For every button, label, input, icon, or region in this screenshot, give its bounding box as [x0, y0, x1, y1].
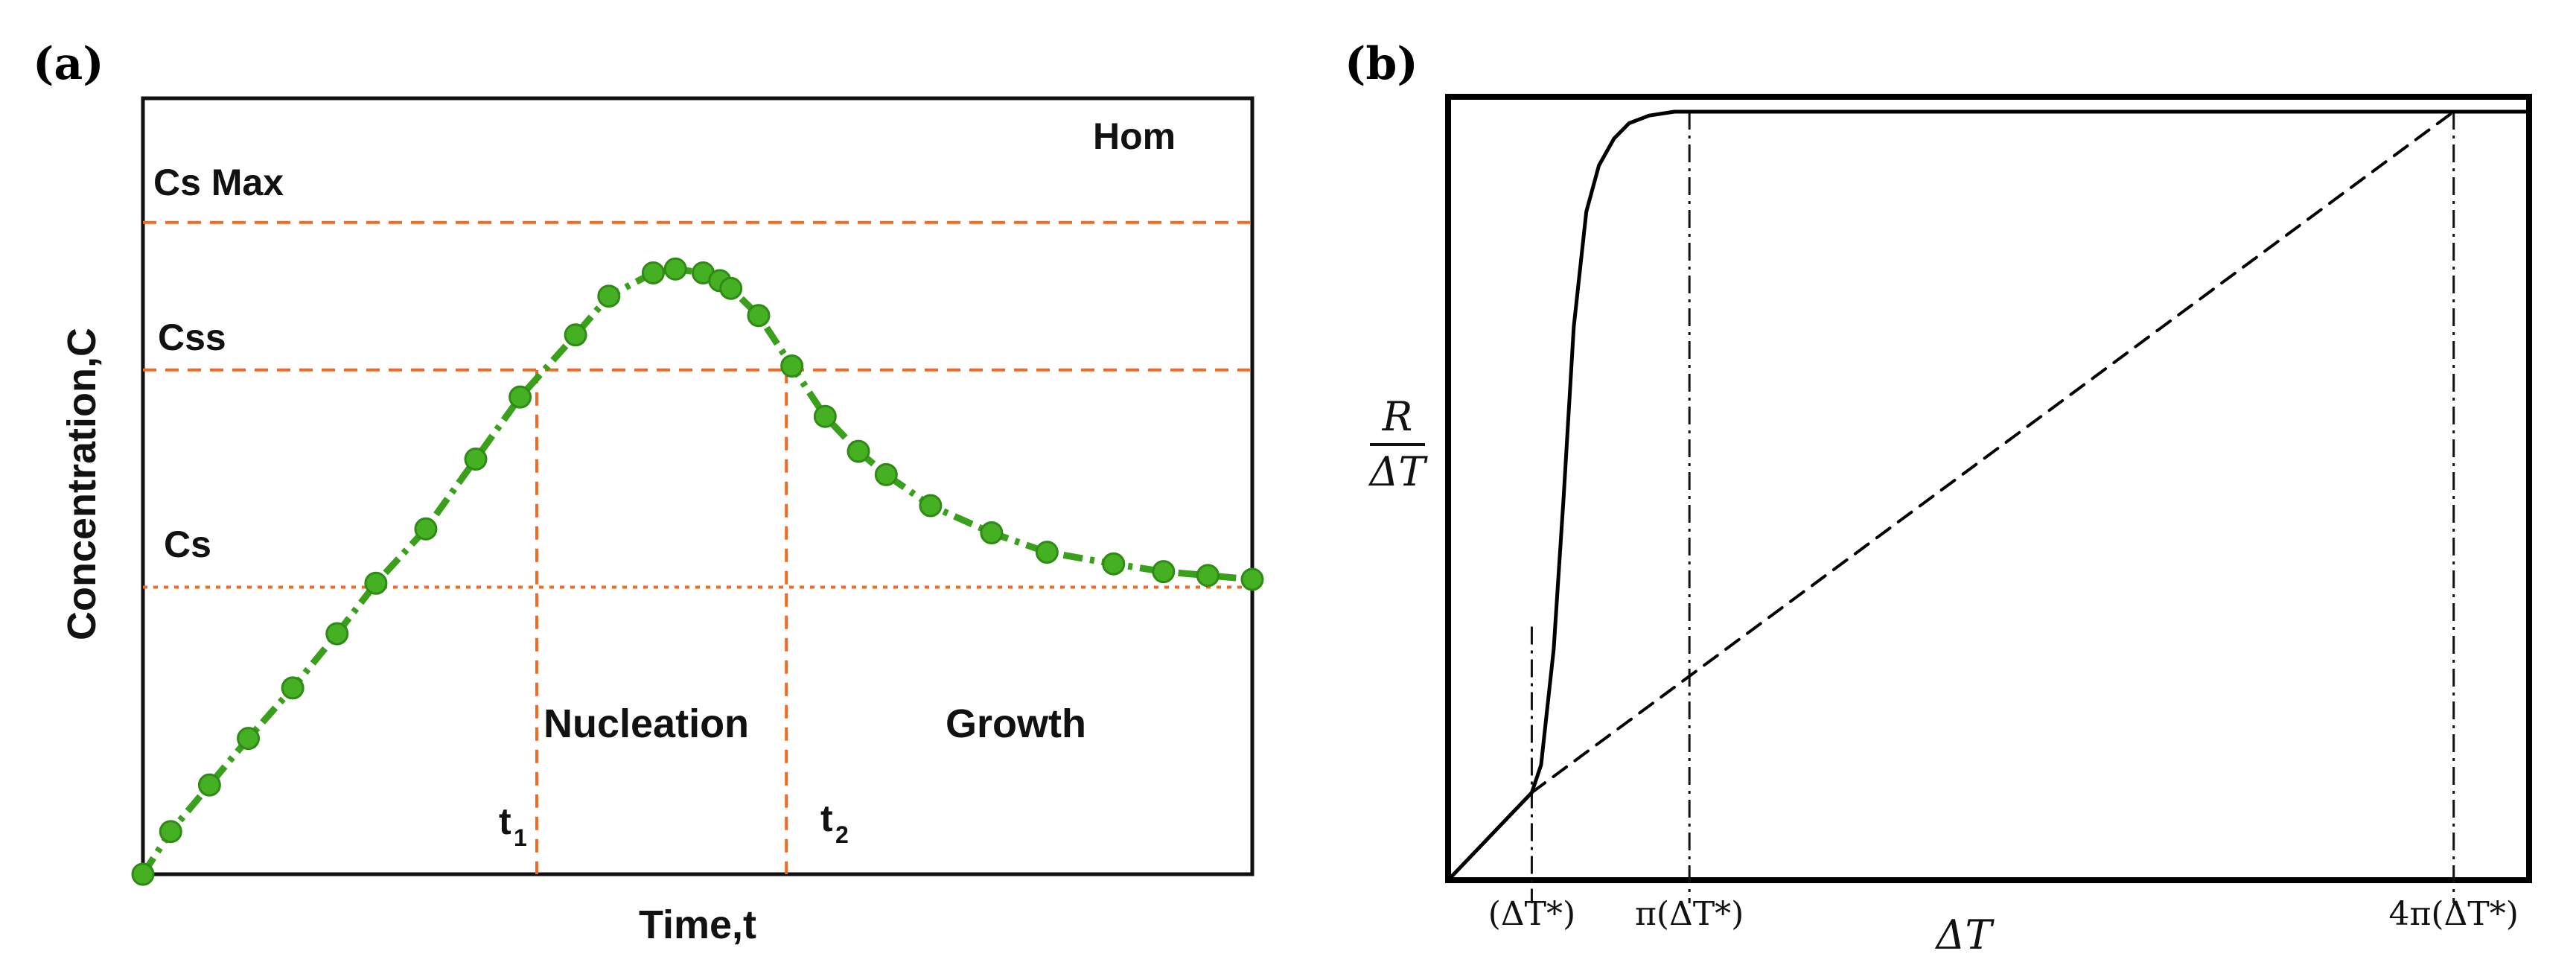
data-point	[237, 727, 261, 751]
y-label-numerator: R	[1382, 393, 1413, 440]
data-point	[663, 257, 687, 281]
y-axis-title: Concentration,C	[60, 328, 104, 640]
data-point	[131, 862, 155, 886]
t1-base: t	[499, 800, 511, 842]
vertical-markers	[1530, 112, 2455, 903]
x-axis-title: ΔT	[1934, 911, 1995, 958]
data-point	[597, 284, 621, 308]
plot-b-frame	[1445, 94, 2532, 883]
data-point	[564, 323, 587, 347]
data-point	[414, 517, 438, 541]
data-point	[325, 622, 349, 646]
data-point	[1152, 560, 1176, 584]
t2-label: t 2	[820, 798, 849, 848]
data-point	[1102, 552, 1126, 576]
plot-a-frame	[141, 96, 1254, 876]
data-point	[464, 448, 488, 471]
data-point	[1240, 567, 1264, 591]
data-point	[159, 820, 182, 844]
data-point	[874, 462, 898, 486]
concentration-series	[131, 257, 1264, 886]
data-point	[747, 304, 771, 328]
panel-b: (b) (ΔT*) π(ΔT*) 4π(ΔT*) R ΔT ΔT	[1345, 38, 2532, 958]
y-label-denominator: ΔT	[1368, 448, 1428, 495]
t1-sub: 1	[514, 824, 527, 851]
t2-sub: 2	[835, 821, 849, 848]
t2-base: t	[820, 798, 833, 839]
data-point	[780, 354, 804, 378]
data-point	[281, 676, 305, 700]
rate-series	[1446, 109, 2531, 882]
data-point	[641, 261, 665, 284]
y-axis-title: R ΔT	[1368, 393, 1428, 495]
series-line-solid-curve	[1446, 109, 2531, 882]
panel-b-label: (b)	[1345, 38, 1418, 90]
x-tick-label: π(ΔT*)	[1635, 895, 1744, 933]
hom-annotation: Hom	[1093, 115, 1176, 157]
data-point	[980, 521, 1004, 545]
data-point	[919, 494, 943, 518]
nucleation-annotation: Nucleation	[543, 701, 749, 746]
data-point	[197, 773, 221, 797]
vertical-markers	[535, 369, 788, 874]
x-tick-label: 4π(ΔT*)	[2389, 895, 2519, 933]
ref-label-css: Css	[158, 316, 226, 358]
data-point	[364, 571, 388, 595]
ref-label-cs-max: Cs Max	[153, 162, 284, 203]
x-tick-labels: (ΔT*) π(ΔT*) 4π(ΔT*)	[1488, 895, 2519, 933]
panel-a-label: (a)	[33, 38, 104, 90]
ref-label-cs: Cs	[164, 523, 211, 565]
series-line-concentration	[140, 265, 1253, 876]
data-point	[719, 276, 743, 300]
growth-annotation: Growth	[946, 701, 1086, 746]
t1-label: t 1	[499, 800, 527, 851]
panel-a: (a) Cs Max Css Cs Hom Nucleation Growth …	[33, 38, 1264, 947]
x-tick-label: (ΔT*)	[1488, 895, 1575, 933]
reference-lines	[143, 220, 1252, 589]
data-point	[1035, 541, 1059, 564]
series-line-dashed-line	[1530, 110, 2455, 795]
x-axis-title: Time,t	[639, 903, 756, 947]
data-point	[847, 439, 870, 463]
data-point	[508, 385, 532, 409]
data-point	[813, 404, 837, 428]
data-point	[1196, 564, 1220, 588]
